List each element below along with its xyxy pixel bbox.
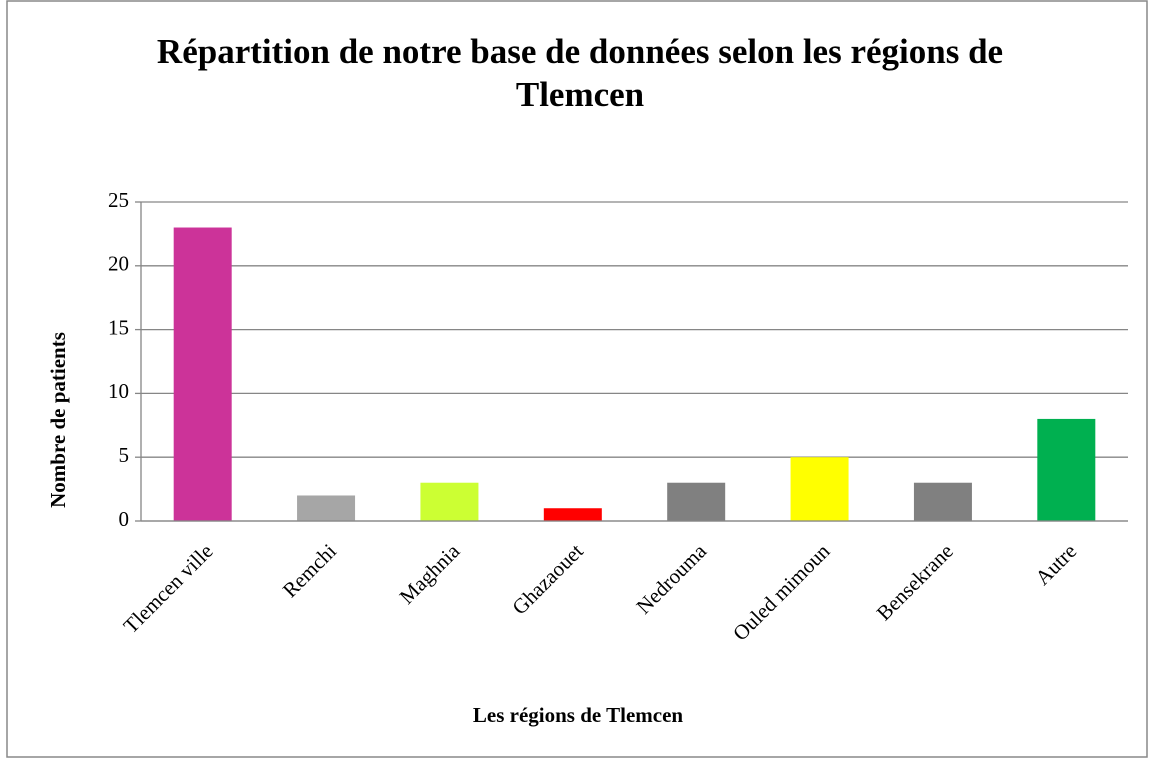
y-tick-label: 10 xyxy=(108,379,129,403)
bar xyxy=(1037,418,1096,521)
y-tick-label: 5 xyxy=(119,443,130,467)
bar xyxy=(543,508,602,521)
bar xyxy=(790,457,849,521)
y-tick-label: 0 xyxy=(119,507,130,531)
x-tick-label: Remchi xyxy=(278,539,341,602)
x-tick-label: Nedrouma xyxy=(631,538,711,618)
x-tick-label: Autre xyxy=(1030,539,1081,590)
chart-title: Répartition de notre base de données sel… xyxy=(156,32,1004,114)
x-axis-title: Les régions de Tlemcen xyxy=(473,703,683,727)
x-tick-label: Bensekrane xyxy=(872,539,958,625)
y-tick-label: 20 xyxy=(108,252,129,276)
x-tick-label: Ghazaouet xyxy=(507,539,588,620)
chart-border xyxy=(6,0,1148,758)
bar xyxy=(667,482,726,521)
bar xyxy=(297,495,356,521)
x-tick-label: Tlemcen ville xyxy=(119,539,218,638)
y-axis-title: Nombre de patients xyxy=(46,332,70,508)
x-tick-label: Maghnia xyxy=(395,538,465,608)
x-tick-label: Ouled mimoun xyxy=(728,539,835,646)
y-tick-label: 25 xyxy=(108,188,129,212)
bar xyxy=(173,227,232,521)
bar xyxy=(913,482,972,521)
y-tick-label: 15 xyxy=(108,315,129,339)
bar xyxy=(420,482,479,521)
